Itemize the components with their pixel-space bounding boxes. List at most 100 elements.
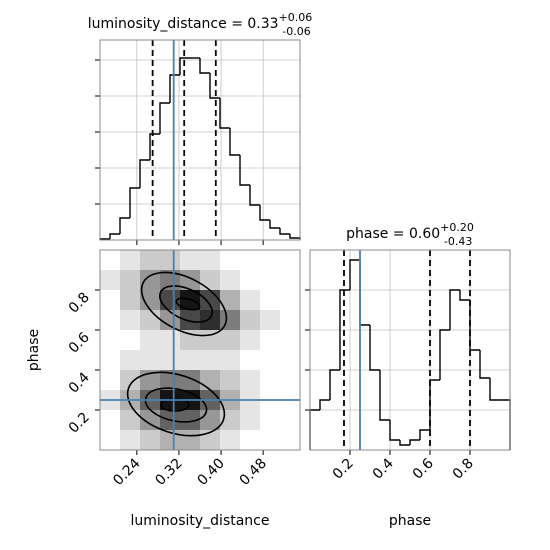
density-cell [180, 350, 200, 370]
title-main: phase = 0.60 [346, 226, 440, 242]
density-cell [120, 290, 140, 310]
axes-frame [99, 249, 301, 451]
hist-step [239, 155, 250, 186]
density-cell [160, 370, 180, 390]
y-axis-label: phase [26, 329, 42, 371]
hist-step [329, 369, 340, 400]
density-layer [100, 250, 300, 450]
density-cell [180, 370, 200, 390]
hist-step [429, 379, 440, 430]
panel-title: phase = 0.60+0.20 -0.43 [346, 221, 474, 248]
density-cell [240, 250, 260, 270]
density-cell [280, 430, 300, 450]
hist-step [469, 300, 480, 351]
hist-step [279, 228, 290, 235]
x-tick-label: 0.40 [195, 456, 228, 489]
density-cell [140, 330, 160, 350]
density-cell [120, 330, 140, 350]
density-cell [240, 350, 260, 370]
hist-step [149, 133, 160, 160]
density-cell [140, 290, 160, 310]
x-tick-label: 0.48 [237, 456, 270, 489]
hist-step [369, 325, 380, 371]
hist-step [229, 128, 240, 156]
density-cell [160, 310, 180, 330]
hist-step [289, 234, 301, 240]
density-cell [120, 270, 140, 290]
hist-step [339, 289, 350, 370]
x-tick-label: 0.6 [410, 455, 437, 482]
density-cell [260, 310, 280, 330]
axes-frame [309, 249, 511, 451]
contour [144, 387, 208, 423]
hist-step [449, 289, 460, 330]
x-tick-label: 0.32 [152, 456, 185, 489]
contour [140, 271, 228, 337]
density-cell [260, 430, 280, 450]
density-cell [100, 410, 120, 430]
density-cell [200, 270, 220, 290]
density-cell [280, 310, 300, 330]
title-plus: +0.06 [279, 11, 313, 24]
x-axis-label: phase [389, 513, 431, 529]
title-plus: +0.20 [440, 221, 474, 234]
density-cell [260, 350, 280, 370]
hist-step [269, 220, 280, 229]
density-cell [140, 270, 160, 290]
density-cell [260, 250, 280, 270]
contour [159, 285, 213, 323]
density-cell [240, 290, 260, 310]
density-cell [200, 290, 220, 310]
density-cell [100, 430, 120, 450]
density-cell [160, 350, 180, 370]
contours [126, 271, 228, 437]
hist-step [359, 260, 370, 326]
density-cell [180, 250, 200, 270]
y-tick-label: 0.2 [66, 410, 93, 437]
density-cell [280, 250, 300, 270]
axes-frame [99, 39, 301, 241]
density-cell [260, 370, 280, 390]
density-cell [180, 410, 200, 430]
hist-step [439, 329, 450, 380]
density-cell [260, 330, 280, 350]
hist-step [489, 378, 500, 401]
density-cell [240, 410, 260, 430]
density-cell [240, 270, 260, 290]
x-tick-label: 0.24 [110, 455, 143, 488]
hist-step [419, 429, 430, 440]
hist-step [259, 205, 270, 221]
density-cell [160, 330, 180, 350]
density-cell [260, 410, 280, 430]
hist-step [219, 98, 230, 129]
density-cell [120, 310, 140, 330]
y-tick-label: 0.4 [66, 369, 93, 396]
hist-step [119, 217, 130, 234]
density-cell [160, 250, 180, 270]
density-cell [140, 410, 160, 430]
density-cell [200, 350, 220, 370]
hist-step [409, 439, 420, 445]
hist-step [209, 73, 220, 99]
density-cell [180, 310, 200, 330]
y-tick-label: 0.6 [66, 329, 93, 356]
x-axis-label: luminosity_distance [130, 513, 269, 529]
hist-step [109, 233, 120, 239]
density-cell [120, 250, 140, 270]
density-cell [240, 430, 260, 450]
density-cell [280, 370, 300, 390]
density-cell [280, 270, 300, 290]
density-cell [120, 430, 140, 450]
density-cell [100, 350, 120, 370]
hist-step [379, 370, 390, 421]
y-tick-label: 0.8 [66, 290, 93, 317]
density-cell [240, 310, 260, 330]
density-cell [140, 350, 160, 370]
density-cell [160, 290, 180, 310]
density-cell [180, 330, 200, 350]
panel-title: luminosity_distance = 0.33+0.06 -0.06 [88, 11, 313, 38]
hist-step [500, 399, 511, 450]
hist-step [459, 290, 470, 301]
density-cell [240, 370, 260, 390]
